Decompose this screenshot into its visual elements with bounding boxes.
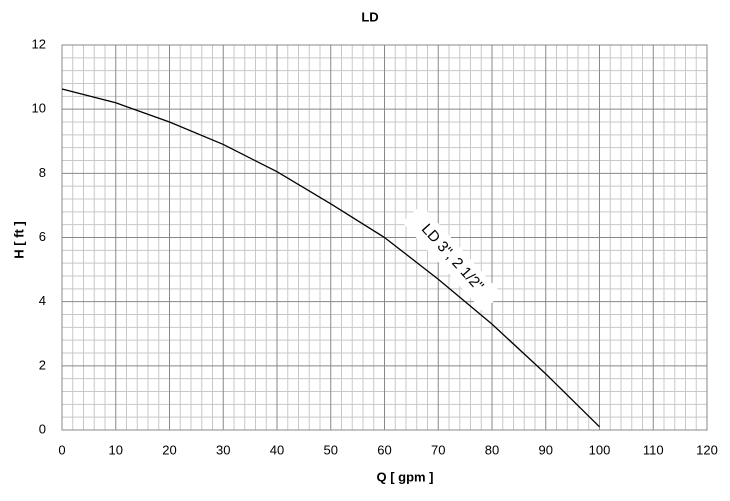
label-background xyxy=(402,204,502,312)
y-tick-label: 10 xyxy=(32,101,46,116)
y-tick-label: 0 xyxy=(39,421,46,436)
y-tick-label: 8 xyxy=(39,165,46,180)
x-tick-label: 10 xyxy=(109,442,123,457)
x-tick-label: 0 xyxy=(58,442,65,457)
x-tick-label: 20 xyxy=(162,442,176,457)
x-tick-label: 50 xyxy=(324,442,338,457)
x-tick-label: 30 xyxy=(216,442,230,457)
x-tick-label: 110 xyxy=(643,442,664,457)
x-axis-label: Q [ gpm ] xyxy=(376,469,433,484)
x-tick-label: 100 xyxy=(589,442,611,457)
x-tick-label: 90 xyxy=(539,442,553,457)
x-tick-label: 40 xyxy=(270,442,284,457)
chart-title: LD xyxy=(361,9,378,24)
y-axis-label: H [ ft ] xyxy=(11,221,26,259)
y-tick-label: 6 xyxy=(39,229,46,244)
series-name: LD 3", 2 1/2" xyxy=(418,221,487,295)
x-tick-label: 60 xyxy=(377,442,391,457)
x-tick-label: 120 xyxy=(696,442,718,457)
y-tick-label: 4 xyxy=(39,293,46,308)
y-tick-label: 2 xyxy=(39,357,46,372)
plot-border xyxy=(61,44,708,431)
x-tick-label: 70 xyxy=(431,442,445,457)
curve xyxy=(61,88,600,428)
y-tick-label: 12 xyxy=(32,36,46,51)
x-tick-label: 80 xyxy=(485,442,499,457)
